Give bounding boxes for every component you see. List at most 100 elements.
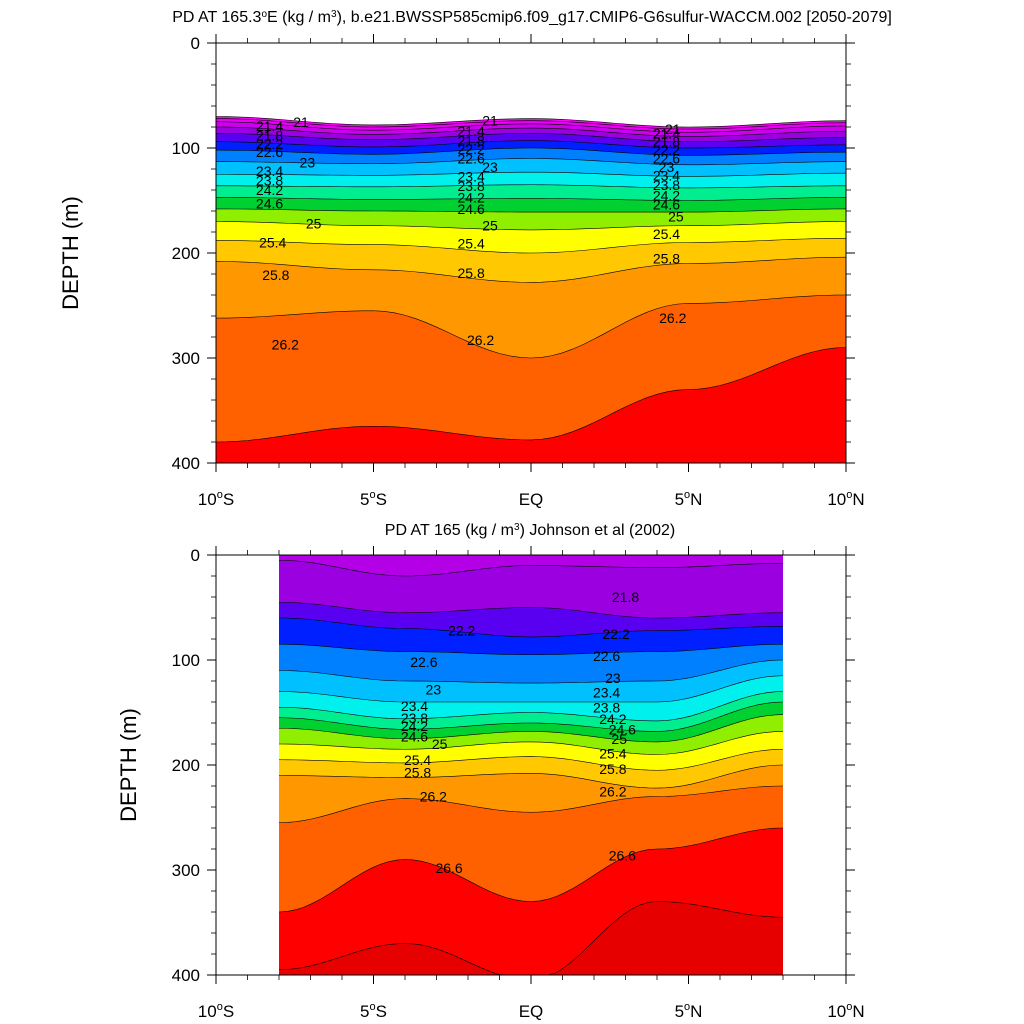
x-tick-label: 10oS (198, 1001, 234, 1021)
isopycnal-line (216, 132, 846, 143)
contour-label: 24.6 (401, 729, 428, 745)
isopycnal-line (216, 197, 846, 201)
contour-label: 21.4 (256, 118, 283, 134)
contour-band (216, 121, 846, 137)
y-tick-label: 200 (172, 244, 200, 263)
contour-label: 22.6 (410, 654, 437, 670)
contour-band (279, 749, 783, 789)
y-tick-label: 100 (172, 651, 200, 670)
contour-label: 25 (432, 736, 448, 752)
contour-label: 25.4 (458, 236, 485, 252)
contour-label: 24.6 (458, 201, 485, 217)
contour-label: 23 (605, 670, 621, 686)
isopycnal-line (278, 601, 784, 619)
contour-label: 21 (293, 114, 309, 130)
isopycnal-line (216, 347, 846, 443)
contour-label: 25.4 (653, 226, 680, 242)
contour-label: 21 (665, 121, 681, 137)
contour-band (216, 118, 846, 133)
y-tick-label: 400 (172, 454, 200, 473)
upper-panel: PD AT 165.3oE (kg / m3), b.e21.BWSSP585c… (58, 9, 892, 510)
isopycnal-line (216, 147, 846, 156)
contour-label: 26.6 (609, 847, 636, 863)
x-tick-label: 5oN (675, 489, 703, 509)
contour-label: 24.6 (653, 197, 680, 213)
contour-band (216, 127, 846, 142)
y-tick-label: 200 (172, 756, 200, 775)
isopycnal-line (216, 140, 846, 149)
contour-band (216, 172, 846, 188)
contour-label: 26.2 (420, 789, 447, 805)
x-tick-label: 10oN (827, 489, 864, 509)
contour-label: 25 (668, 208, 684, 224)
isopycnal-line (278, 659, 784, 684)
contour-band (216, 148, 846, 165)
contour-band (279, 765, 783, 823)
contour-label: 23.4 (593, 685, 620, 701)
contour-fill-group (278, 555, 784, 975)
y-tick-label: 400 (172, 966, 200, 985)
isopycnal-line (278, 901, 784, 975)
x-tick-label: 5oN (675, 1001, 703, 1021)
isopycnal-line (278, 764, 784, 789)
upper-panel-y-axis-label: DEPTH (m) (58, 196, 83, 310)
contour-label: 22.6 (653, 151, 680, 167)
isopycnal-line (216, 208, 846, 213)
x-tick-label: 5oS (360, 1001, 387, 1021)
contour-band (279, 714, 783, 755)
contour-label: 23.8 (653, 177, 680, 193)
x-tick-label: 5oS (360, 489, 387, 509)
contour-label: 25.4 (259, 235, 286, 251)
isopycnal-line (216, 221, 846, 231)
lower-panel-y-axis-label: DEPTH (m) (116, 708, 141, 822)
contour-band (216, 197, 846, 213)
contour-label: 24.2 (599, 711, 626, 727)
contour-label: 22.6 (593, 648, 620, 664)
contour-band (279, 731, 783, 771)
contour-label: 26.2 (467, 332, 494, 348)
contour-label: 22.2 (448, 623, 475, 639)
contour-label: 24.2 (401, 718, 428, 734)
isopycnal-line (278, 617, 784, 638)
contour-label: 21.8 (458, 133, 485, 149)
upper-panel-title: PD AT 165.3oE (kg / m3), b.e21.BWSSP585c… (172, 9, 892, 27)
x-tick-label: 10oS (198, 489, 234, 509)
isopycnal-line (278, 559, 784, 577)
x-tick-label: EQ (519, 1002, 544, 1021)
contour-fill-group (216, 43, 846, 463)
x-tick-label: EQ (519, 490, 544, 509)
contour-band (279, 901, 783, 975)
isopycnal-line (216, 238, 846, 254)
contour-label: 22.2 (256, 136, 283, 152)
isopycnal-line (278, 691, 784, 722)
contour-label: 23.8 (401, 710, 428, 726)
x-tick-label: 10oN (827, 1001, 864, 1021)
contour-band (216, 158, 846, 177)
contour-band (216, 221, 846, 253)
contour-band (216, 257, 846, 358)
contour-label: 21.4 (458, 123, 485, 139)
contour-label: 24.2 (256, 182, 283, 198)
contour-band (216, 295, 846, 442)
isopycnal-line (278, 675, 784, 703)
contour-label: 25 (611, 731, 627, 747)
isopycnal-line (216, 121, 846, 133)
y-tick-label: 300 (172, 349, 200, 368)
contour-label: 22.2 (458, 141, 485, 157)
contour-label: 24.6 (256, 196, 283, 212)
contour-band (279, 560, 783, 618)
contour-label: 25.8 (653, 250, 680, 266)
contour-label: 25 (482, 218, 498, 234)
contour-label: 21 (482, 113, 498, 129)
contour-label: 24.2 (458, 189, 485, 205)
contour-label: 25.8 (599, 761, 626, 777)
isopycnal-line (278, 827, 784, 913)
contour-band (279, 618, 783, 655)
contour-label: 21.8 (256, 127, 283, 143)
isopycnal-line (216, 116, 846, 128)
contour-label: 23 (426, 681, 442, 697)
contour-label: 23.4 (256, 163, 283, 179)
contour-label: 21.8 (612, 589, 639, 605)
isopycnal-line (216, 184, 846, 189)
contour-label: 21.8 (653, 134, 680, 150)
